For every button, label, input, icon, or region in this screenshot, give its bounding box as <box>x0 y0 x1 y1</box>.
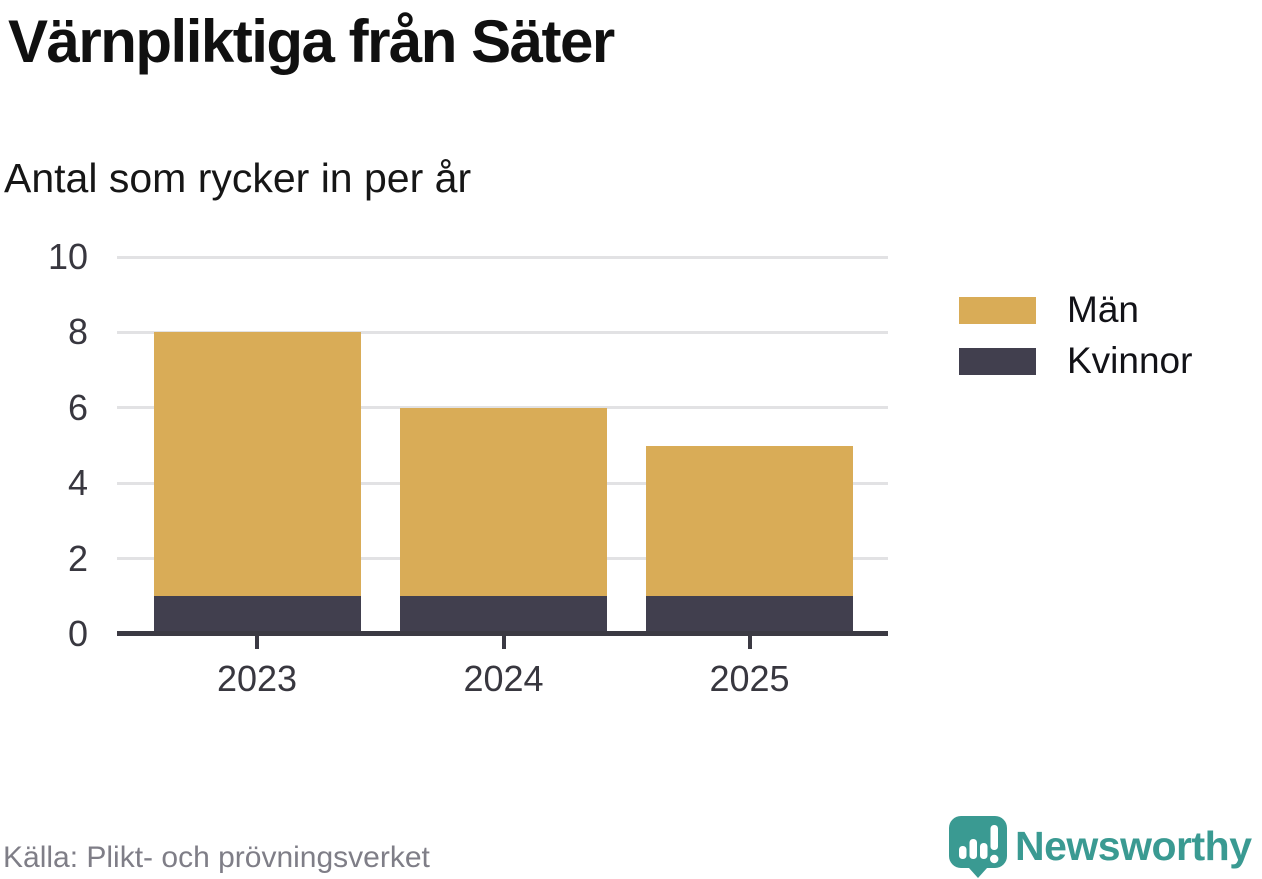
bar-segment-2024-män <box>400 407 607 597</box>
legend-label-kvinnor: Kvinnor <box>1067 340 1193 381</box>
y-axis-label-0: 0 <box>67 613 88 654</box>
gridline-8 <box>117 330 888 334</box>
page-title: Värnpliktiga från Säter <box>8 8 615 75</box>
legend-swatch-kvinnor <box>959 348 1036 375</box>
bar-segment-2023-män <box>153 332 361 597</box>
brand-name: Newsworthy <box>1015 823 1252 869</box>
chart-subtitle: Antal som rycker in per år <box>4 155 472 201</box>
x-axis-tick-2024 <box>501 636 506 649</box>
x-axis-tick-2025 <box>747 636 752 649</box>
bar-chart-speech-bubble-icon <box>947 814 1009 879</box>
legend-swatch-man <box>959 297 1036 324</box>
x-axis-label-2025: 2025 <box>709 658 790 699</box>
source-attribution: Källa: Plikt- och prövningsverket <box>3 841 430 874</box>
x-axis-label-2023: 2023 <box>216 658 298 699</box>
bar-segment-2024-kvinnor <box>400 596 607 634</box>
y-axis-label-10: 10 <box>47 236 88 277</box>
x-axis-line <box>117 631 888 636</box>
y-axis-label-4: 4 <box>67 462 88 504</box>
x-axis-tick-2023 <box>255 636 259 649</box>
y-axis-label-6: 6 <box>67 386 88 428</box>
brand-logo: Newsworthy <box>947 812 1259 879</box>
bar-segment-2025-kvinnor <box>646 596 853 634</box>
bar-segment-2023-kvinnor <box>153 596 361 634</box>
legend-label-man: Män <box>1067 289 1139 330</box>
y-axis-label-2: 2 <box>67 537 88 579</box>
x-axis-label-2024: 2024 <box>463 658 544 699</box>
gridline-10 <box>117 255 888 259</box>
bar-segment-2025-män <box>646 445 853 597</box>
y-axis-label-8: 8 <box>67 311 88 353</box>
